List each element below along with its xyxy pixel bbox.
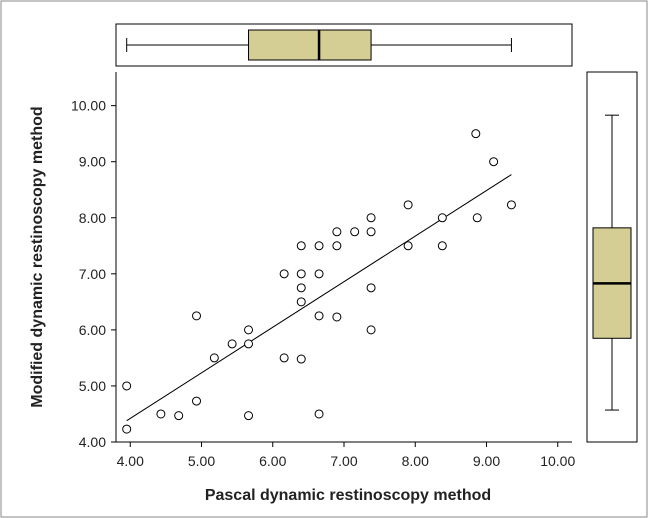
data-point [314,409,324,419]
data-point [472,213,482,223]
data-point [174,411,184,421]
data-point [296,297,306,307]
x-tick-label: 7.00 [330,453,357,469]
data-point [279,353,289,363]
top-box-iqr [248,29,372,61]
y-tick-label: 5.00 [79,378,106,394]
data-point [332,312,342,322]
data-point [296,354,306,364]
data-point [437,241,447,251]
x-tick-label: 9.00 [473,453,500,469]
y-tick-label: 6.00 [79,322,106,338]
x-tick-label: 8.00 [402,453,429,469]
data-point [227,339,237,349]
data-point [366,325,376,335]
y-tick-label: 10.00 [71,98,106,114]
top-boxplot-panel [115,23,573,67]
data-point [122,424,132,434]
data-point [366,213,376,223]
data-point [437,213,447,223]
data-point [209,353,219,363]
x-tick-label: 10.00 [540,453,575,469]
data-point [244,411,254,421]
y-tick-label: 9.00 [79,154,106,170]
data-point [314,269,324,279]
data-point [244,325,254,335]
x-tick-label: 4.00 [117,453,144,469]
y-tick-label: 4.00 [79,434,106,450]
data-point [332,241,342,251]
scatter-plot-area: 4.00 5.00 6.00 7.00 8.00 9.00 10.00 4.00 5.00 6.… [71,72,575,469]
x-axis-label: Pascal dynamic restinoscopy method [205,487,491,504]
data-point [192,396,202,406]
x-tick-label: 5.00 [188,453,215,469]
data-point [296,269,306,279]
y-tick-label: 7.00 [79,266,106,282]
right-boxplot-panel [586,71,638,443]
data-point [314,241,324,251]
data-point [403,200,413,210]
data-point [192,311,202,321]
data-point [296,241,306,251]
y-tick-label: 8.00 [79,210,106,226]
data-point [403,241,413,251]
data-point [296,283,306,293]
data-point [122,381,132,391]
y-axis-label: Modified dynamic restinoscopy method [29,106,46,407]
data-point [366,227,376,237]
data-point [366,283,376,293]
data-point [489,157,499,167]
data-point [471,129,481,139]
data-point [506,200,516,210]
data-point [332,227,342,237]
x-tick-label: 6.00 [259,453,286,469]
data-point [350,227,360,237]
regression-line [126,174,512,422]
data-point [314,311,324,321]
data-point [244,339,254,349]
data-point [279,269,289,279]
data-point [156,409,166,419]
